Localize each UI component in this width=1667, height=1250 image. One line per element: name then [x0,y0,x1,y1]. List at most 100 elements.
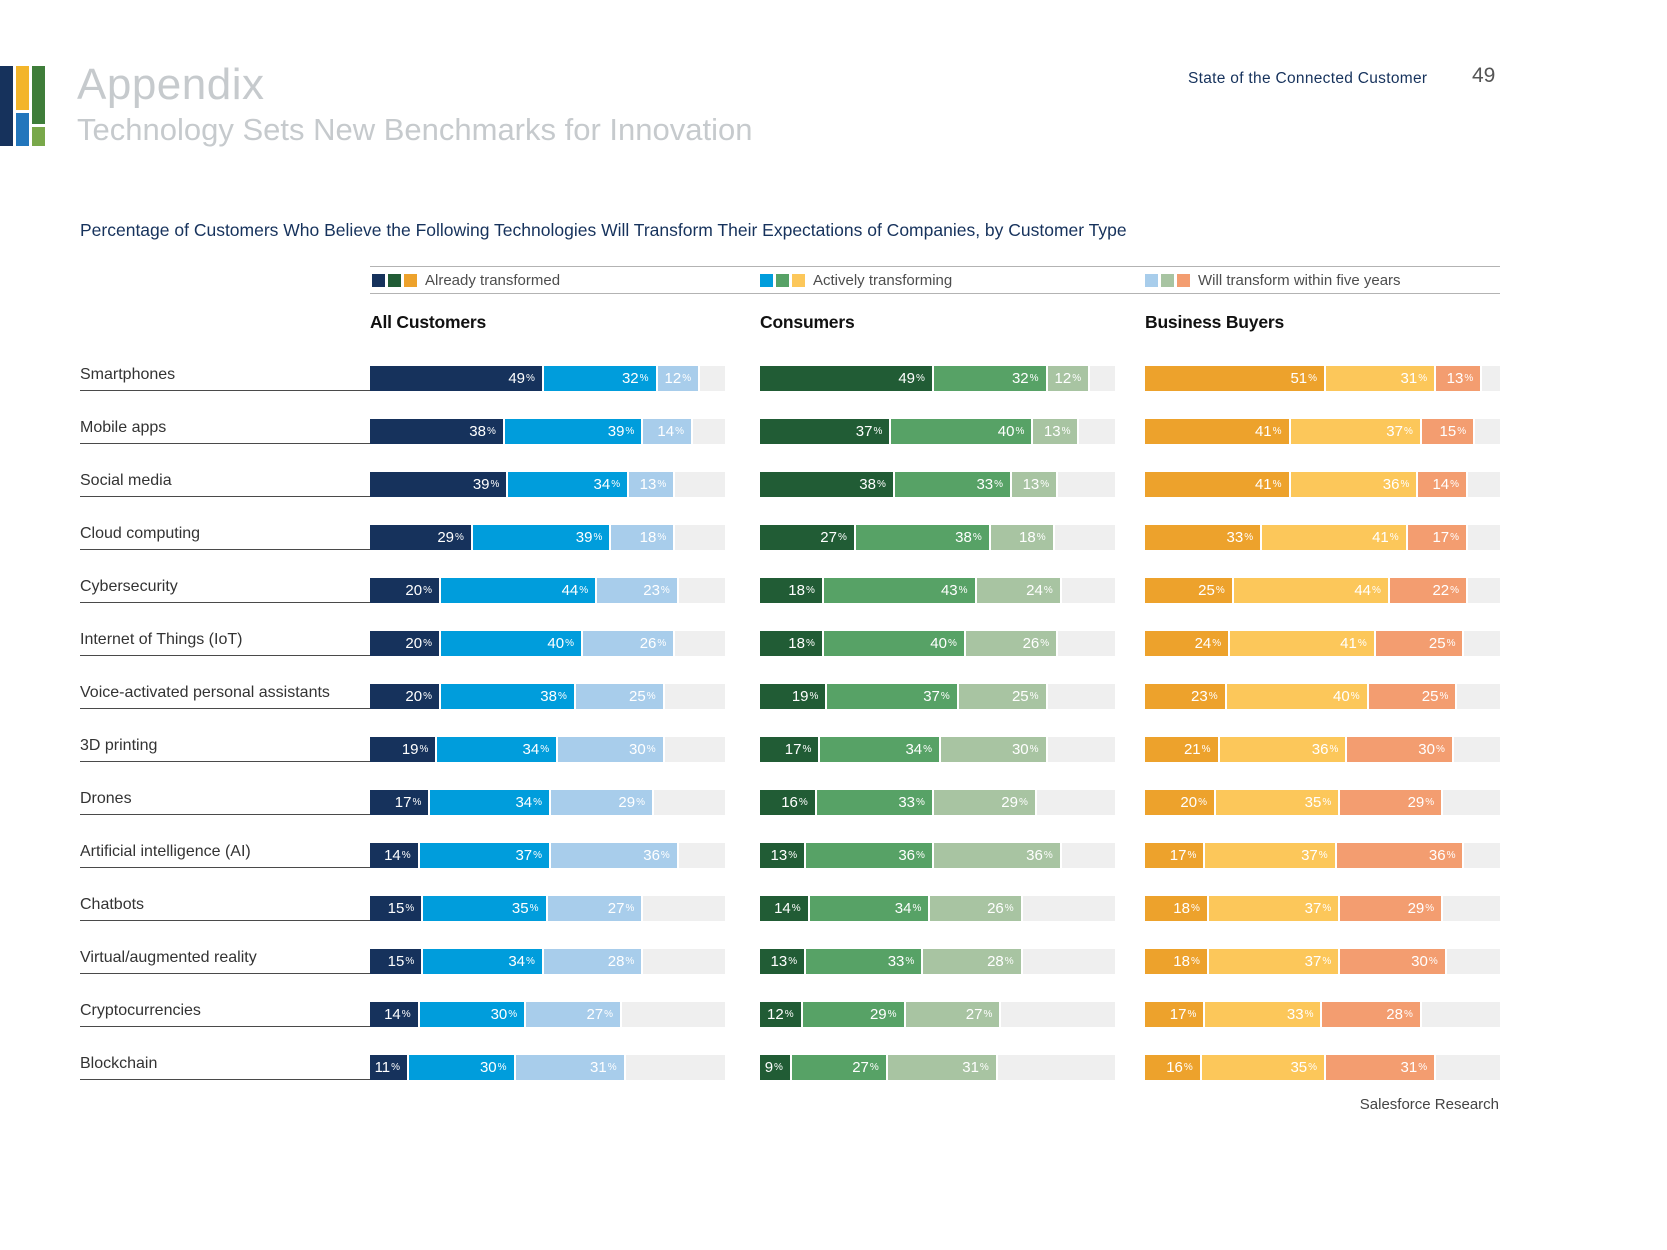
bar-segment: 36% [933,843,1062,868]
bar-remainder [622,1002,725,1027]
bar-segment: 40% [1226,684,1369,709]
bar-remainder [1468,578,1500,603]
legend-swatch [388,274,401,287]
chart-row: Blockchain 11% 30% 31% 9% 27% 31% 16% 35% 31% [0,1027,1667,1080]
bar-segment: 36% [551,843,679,868]
bar-segment: 15% [370,949,424,974]
source-credit: Salesforce Research [1359,1096,1499,1113]
bar-segment: 33% [806,949,924,974]
bar-remainder [1482,366,1500,391]
bar-segment: 25% [958,684,1048,709]
bar-segment: 14% [760,896,810,921]
bar-track: 38% 39% 14% [370,419,725,444]
bar-segment: 28% [543,949,644,974]
bar-segment: 39% [504,419,644,444]
bar-segment: 38% [760,472,895,497]
logo-stripe-gold-blue [16,66,29,146]
bar-segment: 17% [370,790,431,815]
bar-segment: 36% [1219,737,1348,762]
category-label: Virtual/augmented reality [80,942,370,974]
bar-segment: 30% [419,1002,527,1027]
bar-segment: 41% [1145,419,1291,444]
bar-segment: 24% [1145,631,1231,656]
bar-track: 20% 44% 23% [370,578,725,603]
legend-label: Actively transforming [813,272,953,289]
chart-row: Chatbots 15% 35% 27% 14% 34% 26% 18% 37% 29% [0,868,1667,921]
bar-segment: 13% [1012,472,1059,497]
bar-segment: 30% [409,1055,516,1080]
bar-segment: 34% [423,949,544,974]
legend-swatch [776,274,789,287]
legend-swatch [1177,274,1190,287]
bar-segment: 34% [508,472,630,497]
bar-track: 18% 37% 30% [1145,949,1500,974]
bar-segment: 41% [1230,631,1376,656]
bar-track: 17% 33% 28% [1145,1002,1500,1027]
bar-segment: 14% [370,843,420,868]
bar-remainder [1022,896,1115,921]
bar-segment: 23% [1145,684,1227,709]
chart-row: Cybersecurity 20% 44% 23% 18% 43% 24% 25% 44% 22% [0,550,1667,603]
bar-segment: 27% [791,1055,888,1080]
bar-remainder [1464,843,1500,868]
bar-segment: 39% [472,525,612,550]
bar-segment: 26% [583,631,676,656]
bar-track: 39% 34% 13% [370,472,725,497]
category-label: 3D printing [80,730,370,762]
legend-item: Already transformed [372,267,560,294]
bar-segment: 32% [543,366,658,391]
bar-segment: 35% [423,896,548,921]
chart-row: Social media 39% 34% 13% 38% 33% 13% 41% 36% 14% [0,444,1667,497]
chart-row: Voice-activated personal assistants 20% 38… [0,656,1667,709]
bar-segment: 30% [558,737,665,762]
bar-segment: 20% [370,684,441,709]
bar-segment: 38% [370,419,505,444]
bar-track: 41% 36% 14% [1145,472,1500,497]
bar-segment: 12% [657,366,701,391]
legend-swatch [372,274,385,287]
bar-track: 25% 44% 22% [1145,578,1500,603]
bar-track: 24% 41% 25% [1145,631,1500,656]
bar-segment: 27% [547,896,644,921]
report-name: State of the Connected Customer [1188,70,1428,87]
bar-track: 14% 30% 27% [370,1002,725,1027]
bar-segment: 20% [370,578,441,603]
category-label: Cloud computing [80,518,370,550]
bar-remainder [693,419,725,444]
bar-segment: 39% [370,472,509,497]
bar-track: 37% 40% 13% [760,419,1115,444]
bar-track: 17% 37% 36% [1145,843,1500,868]
bar-track: 13% 36% 36% [760,843,1115,868]
bar-remainder [997,1055,1115,1080]
bar-remainder [1058,472,1115,497]
bar-segment: 14% [1418,472,1469,497]
bar-track: 15% 34% 28% [370,949,725,974]
bar-segment: 33% [894,472,1013,497]
bar-segment: 34% [809,896,931,921]
bar-segment: 37% [760,419,892,444]
bar-segment: 16% [760,790,817,815]
bar-segment: 17% [1407,525,1469,550]
bar-segment: 41% [1262,525,1408,550]
bar-remainder [1468,472,1500,497]
bar-segment: 36% [1290,472,1419,497]
bar-track: 27% 38% 18% [760,525,1115,550]
legend-swatch [404,274,417,287]
bar-segment: 23% [597,578,679,603]
bar-remainder [1436,1055,1500,1080]
bar-segment: 28% [1322,1002,1422,1027]
bar-segment: 37% [1290,419,1422,444]
bar-segment: 18% [760,578,824,603]
bar-remainder [643,896,725,921]
bar-remainder [1468,525,1500,550]
column-header: Business Buyers [1145,312,1285,332]
bar-segment: 30% [1340,949,1447,974]
bar-remainder [1421,1002,1500,1027]
bar-segment: 37% [1208,949,1341,974]
bar-track: 11% 30% 31% [370,1055,725,1080]
column-header: All Customers [370,312,487,332]
bar-remainder [1047,737,1115,762]
bar-segment: 38% [855,525,991,550]
bar-segment: 14% [370,1002,420,1027]
bar-segment: 27% [526,1002,623,1027]
